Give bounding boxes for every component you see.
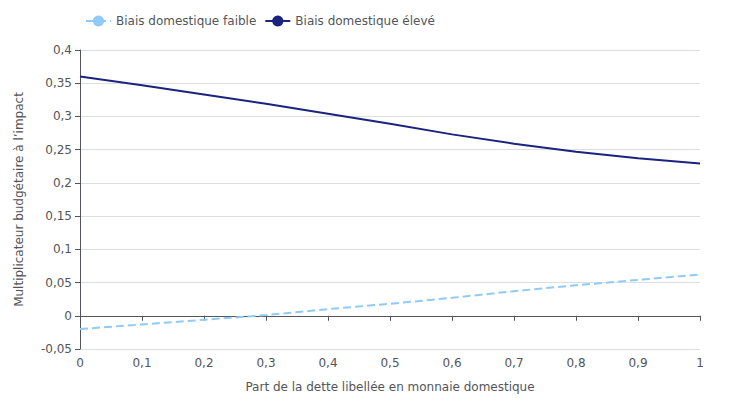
svg-text:0,4: 0,4 bbox=[53, 43, 72, 57]
svg-text:0,8: 0,8 bbox=[566, 356, 585, 370]
svg-text:0,9: 0,9 bbox=[628, 356, 647, 370]
svg-text:Part de la dette libellée en m: Part de la dette libellée en monnaie dom… bbox=[245, 380, 534, 394]
svg-text:1: 1 bbox=[696, 356, 704, 370]
svg-text:0,5: 0,5 bbox=[380, 356, 399, 370]
svg-text:0,05: 0,05 bbox=[45, 276, 72, 290]
svg-text:Biais domestique élevé: Biais domestique élevé bbox=[295, 14, 435, 28]
svg-text:Biais domestique faible: Biais domestique faible bbox=[116, 14, 256, 28]
svg-text:0,2: 0,2 bbox=[53, 176, 72, 190]
svg-text:0,3: 0,3 bbox=[53, 109, 72, 123]
svg-text:0,1: 0,1 bbox=[132, 356, 151, 370]
svg-text:0,15: 0,15 bbox=[45, 209, 72, 223]
svg-text:0,3: 0,3 bbox=[256, 356, 275, 370]
svg-text:Multiplicateur budgétaire à l’: Multiplicateur budgétaire à l’impact bbox=[12, 92, 26, 307]
svg-text:0,4: 0,4 bbox=[318, 356, 337, 370]
svg-text:0: 0 bbox=[76, 356, 84, 370]
svg-text:0,7: 0,7 bbox=[504, 356, 523, 370]
svg-text:0,25: 0,25 bbox=[45, 143, 72, 157]
svg-text:0,1: 0,1 bbox=[53, 242, 72, 256]
svg-text:0: 0 bbox=[64, 309, 72, 323]
svg-text:0,35: 0,35 bbox=[45, 76, 72, 90]
svg-text:0,6: 0,6 bbox=[442, 356, 461, 370]
svg-text:0,2: 0,2 bbox=[194, 356, 213, 370]
svg-text:-0,05: -0,05 bbox=[41, 342, 72, 356]
